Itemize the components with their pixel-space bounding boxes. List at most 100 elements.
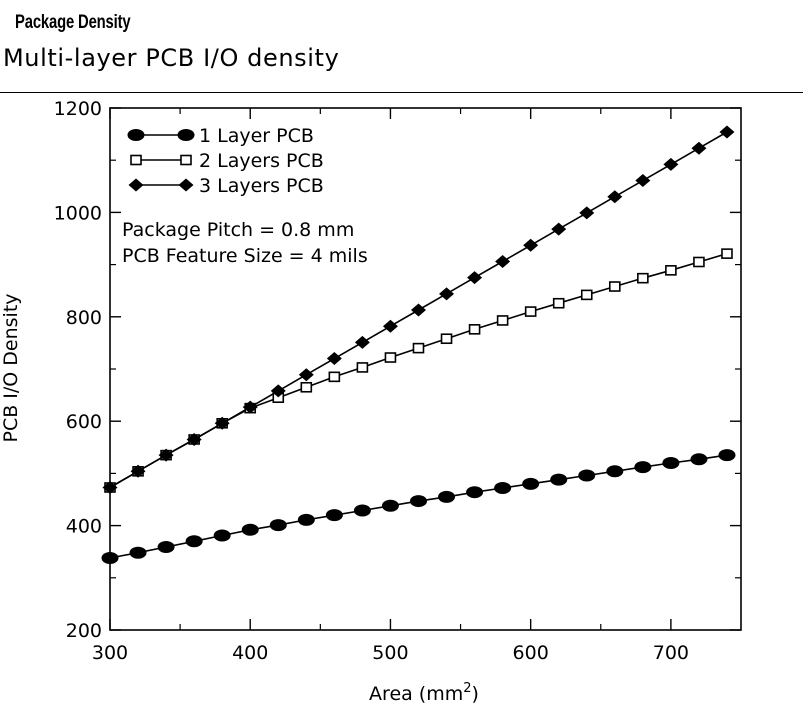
data-point <box>242 400 258 414</box>
y-tick-label: 800 <box>66 307 102 329</box>
data-point <box>129 546 147 559</box>
y-axis-label: PCB I/O Density <box>0 293 22 442</box>
data-point <box>101 551 119 564</box>
x-axis-label-text: Area (mm <box>369 683 463 705</box>
legend-item-2: 2 Layers PCB <box>130 150 324 172</box>
x-axis-label-suffix: ) <box>472 683 479 705</box>
data-point <box>440 333 453 345</box>
page-kicker: Package Density <box>15 12 131 33</box>
series-3 <box>102 125 735 494</box>
data-point <box>354 335 370 349</box>
data-point <box>691 141 707 155</box>
data-point <box>356 362 369 373</box>
data-point <box>608 281 621 292</box>
data-point <box>157 541 175 554</box>
legend-label: 1 Layer PCB <box>199 125 314 147</box>
x-axis-label: Area (mm2) <box>369 681 479 705</box>
data-point <box>550 473 568 486</box>
data-point <box>467 271 483 285</box>
data-point <box>214 416 230 430</box>
legend-marker <box>180 154 192 166</box>
data-point <box>665 265 677 276</box>
data-point <box>297 513 315 526</box>
legend-item-1: 1 Layer PCB <box>127 125 314 147</box>
y-tick-label: 1000 <box>54 202 102 224</box>
data-point <box>606 465 624 478</box>
x-tick-label: 500 <box>372 642 408 664</box>
data-point <box>325 509 343 522</box>
y-tick-label: 400 <box>66 516 102 538</box>
data-point <box>524 306 537 317</box>
data-point <box>409 495 427 508</box>
data-point <box>578 469 596 482</box>
data-point <box>494 482 512 495</box>
legend-label: 2 Layers PCB <box>199 150 324 172</box>
data-point <box>662 456 680 469</box>
series-1 <box>101 449 736 564</box>
series-line <box>109 252 728 489</box>
data-point <box>495 254 511 268</box>
data-point <box>718 449 736 462</box>
data-point <box>353 504 371 517</box>
data-point <box>185 535 203 548</box>
data-point <box>439 287 455 301</box>
data-point <box>635 174 651 188</box>
data-point <box>241 523 259 536</box>
data-point <box>496 315 509 326</box>
data-point <box>438 490 456 503</box>
legend-marker <box>178 178 194 192</box>
y-tick-label: 600 <box>66 411 102 433</box>
data-point <box>690 453 708 466</box>
data-point <box>580 289 593 301</box>
data-point <box>523 238 539 252</box>
data-point <box>270 384 286 398</box>
data-point <box>693 256 705 268</box>
x-tick-label: 600 <box>513 642 549 664</box>
data-point <box>663 157 679 171</box>
header-divider <box>0 92 803 93</box>
data-point <box>298 368 314 382</box>
data-point <box>186 432 202 446</box>
series-2 <box>104 248 733 493</box>
y-tick-label: 200 <box>66 620 102 642</box>
legend-marker <box>177 129 195 141</box>
data-point <box>381 499 399 512</box>
data-point <box>328 371 341 383</box>
page-subtitle: Multi-layer PCB I/O density <box>3 44 340 72</box>
legend-marker <box>127 129 145 141</box>
x-tick-label: 300 <box>92 642 128 664</box>
data-point <box>579 206 595 220</box>
data-point <box>721 248 733 259</box>
data-point <box>130 464 146 478</box>
x-tick-label: 400 <box>232 642 268 664</box>
legend-item-3: 3 Layers PCB <box>128 175 324 197</box>
legend-marker <box>130 154 142 166</box>
data-point <box>522 477 540 490</box>
annotation-package-pitch: Package Pitch = 0.8 mm <box>122 219 354 241</box>
data-point <box>213 529 231 542</box>
data-point <box>637 272 649 284</box>
data-point <box>384 352 397 363</box>
data-point <box>326 352 342 366</box>
series-layer <box>101 125 736 564</box>
legend-label: 3 Layers PCB <box>199 175 324 197</box>
data-point <box>551 222 567 236</box>
data-point <box>412 342 425 354</box>
data-point <box>158 448 174 462</box>
data-point <box>382 319 398 333</box>
x-tick-label: 700 <box>653 642 689 664</box>
legend: 1 Layer PCB 2 Layers PCB 3 Layers PCB <box>127 125 324 197</box>
axis-ticks: 200 400 600 800 1000 1200 300 400 500 600 700 <box>54 98 741 664</box>
x-axis-label-superscript: 2 <box>463 681 471 696</box>
data-point <box>468 324 481 335</box>
data-point <box>102 480 118 494</box>
data-point <box>410 303 426 317</box>
data-point <box>269 519 287 532</box>
legend-marker <box>128 178 144 192</box>
annotation-feature-size: PCB Feature Size = 4 mils <box>122 245 368 267</box>
data-point <box>634 461 652 474</box>
data-point <box>300 381 313 393</box>
data-point <box>607 190 623 204</box>
y-tick-label: 1200 <box>54 98 102 120</box>
